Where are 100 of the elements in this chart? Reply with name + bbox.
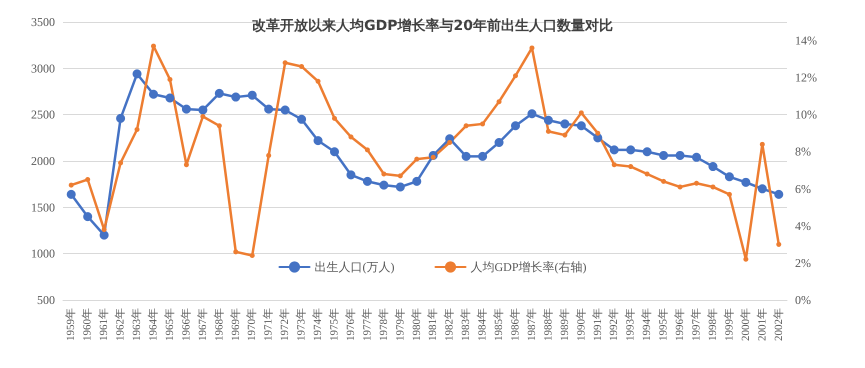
y-tick-label: 1500	[31, 200, 55, 214]
point	[118, 160, 124, 166]
point	[595, 130, 600, 136]
point	[231, 92, 240, 102]
x-tick-label: 1986年	[510, 308, 522, 341]
point	[266, 152, 272, 158]
x-tick-label: 1990年	[575, 308, 588, 341]
x-tick-label: 1960年	[82, 308, 94, 341]
point	[316, 78, 321, 84]
point	[299, 64, 304, 69]
x-tick-label: 1967年	[196, 308, 209, 341]
chart-title: 改革开放以来人均GDP增长率与20年前出生人口数量对比	[252, 17, 613, 34]
point	[233, 249, 238, 254]
x-tick-label: 1982年	[444, 308, 456, 341]
point	[414, 156, 420, 162]
point	[692, 152, 701, 162]
x-tick-label: 1979年	[394, 308, 406, 341]
point	[214, 88, 224, 98]
point	[760, 142, 765, 147]
point	[248, 90, 257, 100]
y-tick-label: 3000	[31, 61, 55, 76]
point	[578, 110, 584, 116]
x-tick-label: 1984年	[476, 308, 489, 341]
point	[560, 119, 570, 128]
x-tick-label: 1970年	[246, 308, 258, 341]
x-tick-label: 1997年	[690, 308, 702, 341]
y2-tick-label: 12%	[795, 70, 817, 85]
point	[264, 104, 274, 114]
point	[280, 106, 290, 115]
point	[661, 178, 666, 184]
point	[297, 114, 306, 124]
x-tick-label: 1968年	[213, 308, 226, 341]
point	[480, 121, 486, 126]
point	[743, 256, 748, 262]
point	[447, 140, 452, 145]
point	[464, 123, 469, 128]
x-tick-label: 1966年	[180, 308, 192, 341]
point	[364, 147, 370, 152]
x-tick-label: 1989年	[558, 308, 571, 341]
x-tick-label: 1969年	[230, 308, 242, 341]
x-tick-label: 1996年	[674, 308, 686, 341]
point	[511, 121, 520, 130]
x-tick-label: 1972年	[279, 308, 292, 341]
x-tick-label: 2000年	[740, 308, 752, 341]
point	[776, 242, 782, 247]
point	[200, 114, 206, 120]
point	[513, 73, 518, 78]
x-tick-label: 1995年	[658, 308, 670, 341]
point	[167, 76, 172, 82]
x-tick-label: 1971年	[262, 308, 275, 341]
x-tick-label: 1994年	[641, 308, 654, 341]
point	[576, 121, 586, 130]
point	[612, 162, 617, 168]
point	[412, 176, 422, 186]
point	[676, 150, 685, 160]
point	[330, 147, 339, 156]
point	[398, 173, 403, 178]
x-tick-label: 1998年	[706, 308, 719, 341]
x-tick-label: 1973年	[296, 308, 308, 341]
y2-tick-label: 8%	[795, 144, 811, 159]
x-tick-label: 1992年	[608, 308, 620, 341]
point	[381, 171, 386, 176]
point	[282, 60, 288, 66]
point	[462, 152, 471, 161]
x-tick-label: 1965年	[164, 308, 176, 341]
y2-tick-label: 14%	[795, 34, 817, 48]
point	[149, 90, 158, 99]
point	[116, 114, 126, 123]
point	[694, 180, 699, 186]
point	[165, 93, 174, 102]
y2-tick-label: 6%	[795, 182, 811, 196]
point	[68, 182, 74, 188]
point	[708, 162, 718, 172]
x-tick-label: 1985年	[493, 308, 506, 341]
x-tick-label: 1980年	[410, 308, 423, 341]
point	[478, 152, 488, 161]
y-tick-label: 2500	[31, 108, 55, 122]
x-tick-label: 1981年	[427, 308, 440, 341]
point	[379, 180, 388, 190]
point	[562, 132, 568, 138]
point	[527, 109, 536, 118]
point	[494, 138, 504, 147]
point	[724, 172, 734, 182]
y2-tick-label: 2%	[795, 256, 811, 270]
point	[66, 190, 76, 199]
point	[348, 134, 354, 140]
point	[741, 178, 750, 187]
point	[134, 126, 140, 132]
point	[332, 116, 337, 121]
y2-tick-label: 0%	[795, 293, 811, 307]
x-tick-label: 1962年	[114, 308, 127, 341]
point	[102, 227, 107, 232]
point	[678, 184, 683, 190]
point	[216, 123, 222, 128]
x-tick-label: 1976年	[344, 308, 357, 341]
legend-label: 出生人口(万人)	[314, 260, 395, 274]
point	[496, 99, 502, 104]
point	[85, 177, 90, 182]
x-tick-label: 1964年	[148, 308, 160, 341]
point	[198, 106, 208, 115]
